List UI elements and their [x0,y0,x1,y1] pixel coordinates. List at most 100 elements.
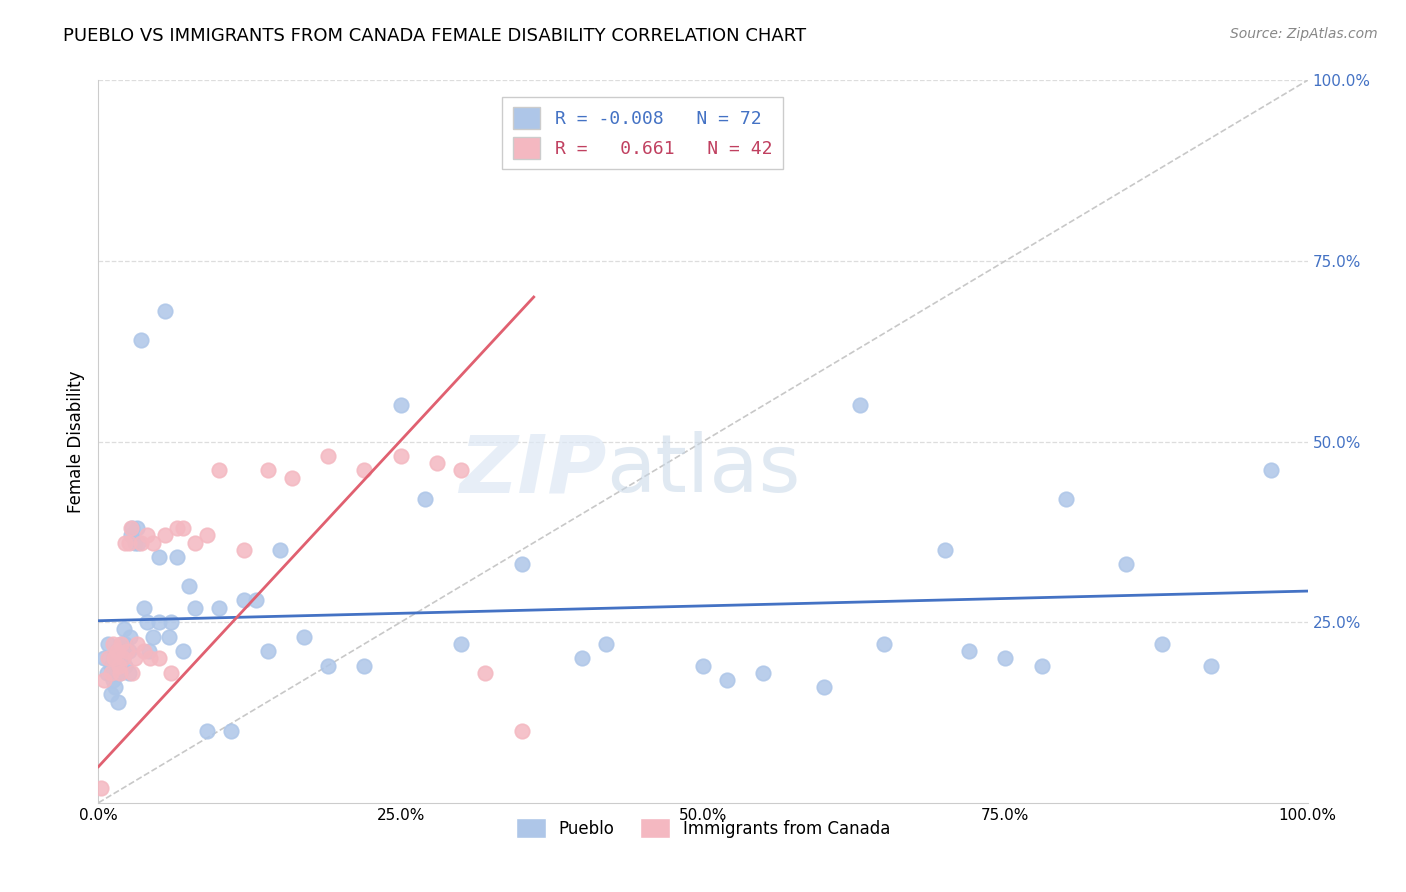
Point [124,535,146,549]
Point [127,535,149,549]
Point [110,637,132,651]
Point [103,651,125,665]
Point [121,521,143,535]
Point [389,449,412,463]
Point [134,644,156,658]
Point [994,651,1017,665]
Point [195,528,218,542]
Point [107,695,129,709]
Point [96,665,118,680]
Point [120,521,142,535]
Point [105,644,128,658]
Point [127,521,149,535]
Point [105,665,128,680]
Point [353,463,375,477]
Legend: Pueblo, Immigrants from Canada: Pueblo, Immigrants from Canada [509,812,897,845]
Point [269,542,291,557]
Point [103,651,125,665]
Point [1115,558,1137,572]
Point [160,665,183,680]
Point [118,644,141,658]
Text: atlas: atlas [606,432,800,509]
Point [97,651,120,665]
Point [184,600,207,615]
Text: PUEBLO VS IMMIGRANTS FROM CANADA FEMALE DISABILITY CORRELATION CHART: PUEBLO VS IMMIGRANTS FROM CANADA FEMALE … [63,27,807,45]
Point [104,680,127,694]
Point [208,600,231,615]
Point [752,665,775,680]
Point [256,463,278,477]
Y-axis label: Female Disability: Female Disability [66,370,84,513]
Point [389,398,412,412]
Point [108,665,131,680]
Point [118,665,141,680]
Point [873,637,896,651]
Point [120,528,142,542]
Point [195,723,218,738]
Point [316,658,339,673]
Point [127,637,149,651]
Point [142,535,165,549]
Point [100,665,122,680]
Point [142,630,165,644]
Point [118,630,141,644]
Point [534,110,557,124]
Point [97,637,120,651]
Point [134,600,156,615]
Point [232,593,254,607]
Point [245,593,267,607]
Point [172,644,194,658]
Point [148,615,170,630]
Point [166,521,188,535]
Point [108,665,131,680]
Text: ZIP: ZIP [458,432,606,509]
Point [111,651,134,665]
Point [692,658,714,673]
Point [450,463,472,477]
Point [510,723,533,738]
Point [93,673,115,687]
Point [571,651,593,665]
Point [281,470,304,484]
Point [221,723,243,738]
Point [232,542,254,557]
Point [129,535,152,549]
Point [101,637,124,651]
Point [166,550,188,565]
Point [114,637,136,651]
Point [124,651,146,665]
Point [716,673,738,687]
Point [934,542,956,557]
Point [114,658,136,673]
Point [208,463,231,477]
Point [292,630,315,644]
Point [172,521,194,535]
Point [118,535,141,549]
Point [101,673,124,687]
Point [510,558,533,572]
Point [849,398,872,412]
Text: Source: ZipAtlas.com: Source: ZipAtlas.com [1230,27,1378,41]
Point [157,630,180,644]
Point [153,304,176,318]
Point [105,644,128,658]
Point [108,651,131,665]
Point [1260,463,1282,477]
Point [450,637,472,651]
Point [160,615,183,630]
Point [93,651,115,665]
Point [100,658,122,673]
Point [1031,658,1053,673]
Point [111,644,134,658]
Point [139,651,162,665]
Point [1199,658,1222,673]
Point [413,492,436,507]
Point [114,535,136,549]
Point [474,665,496,680]
Point [121,665,143,680]
Point [179,579,201,593]
Point [111,651,134,665]
Point [1054,492,1077,507]
Point [138,644,160,658]
Point [1152,637,1174,651]
